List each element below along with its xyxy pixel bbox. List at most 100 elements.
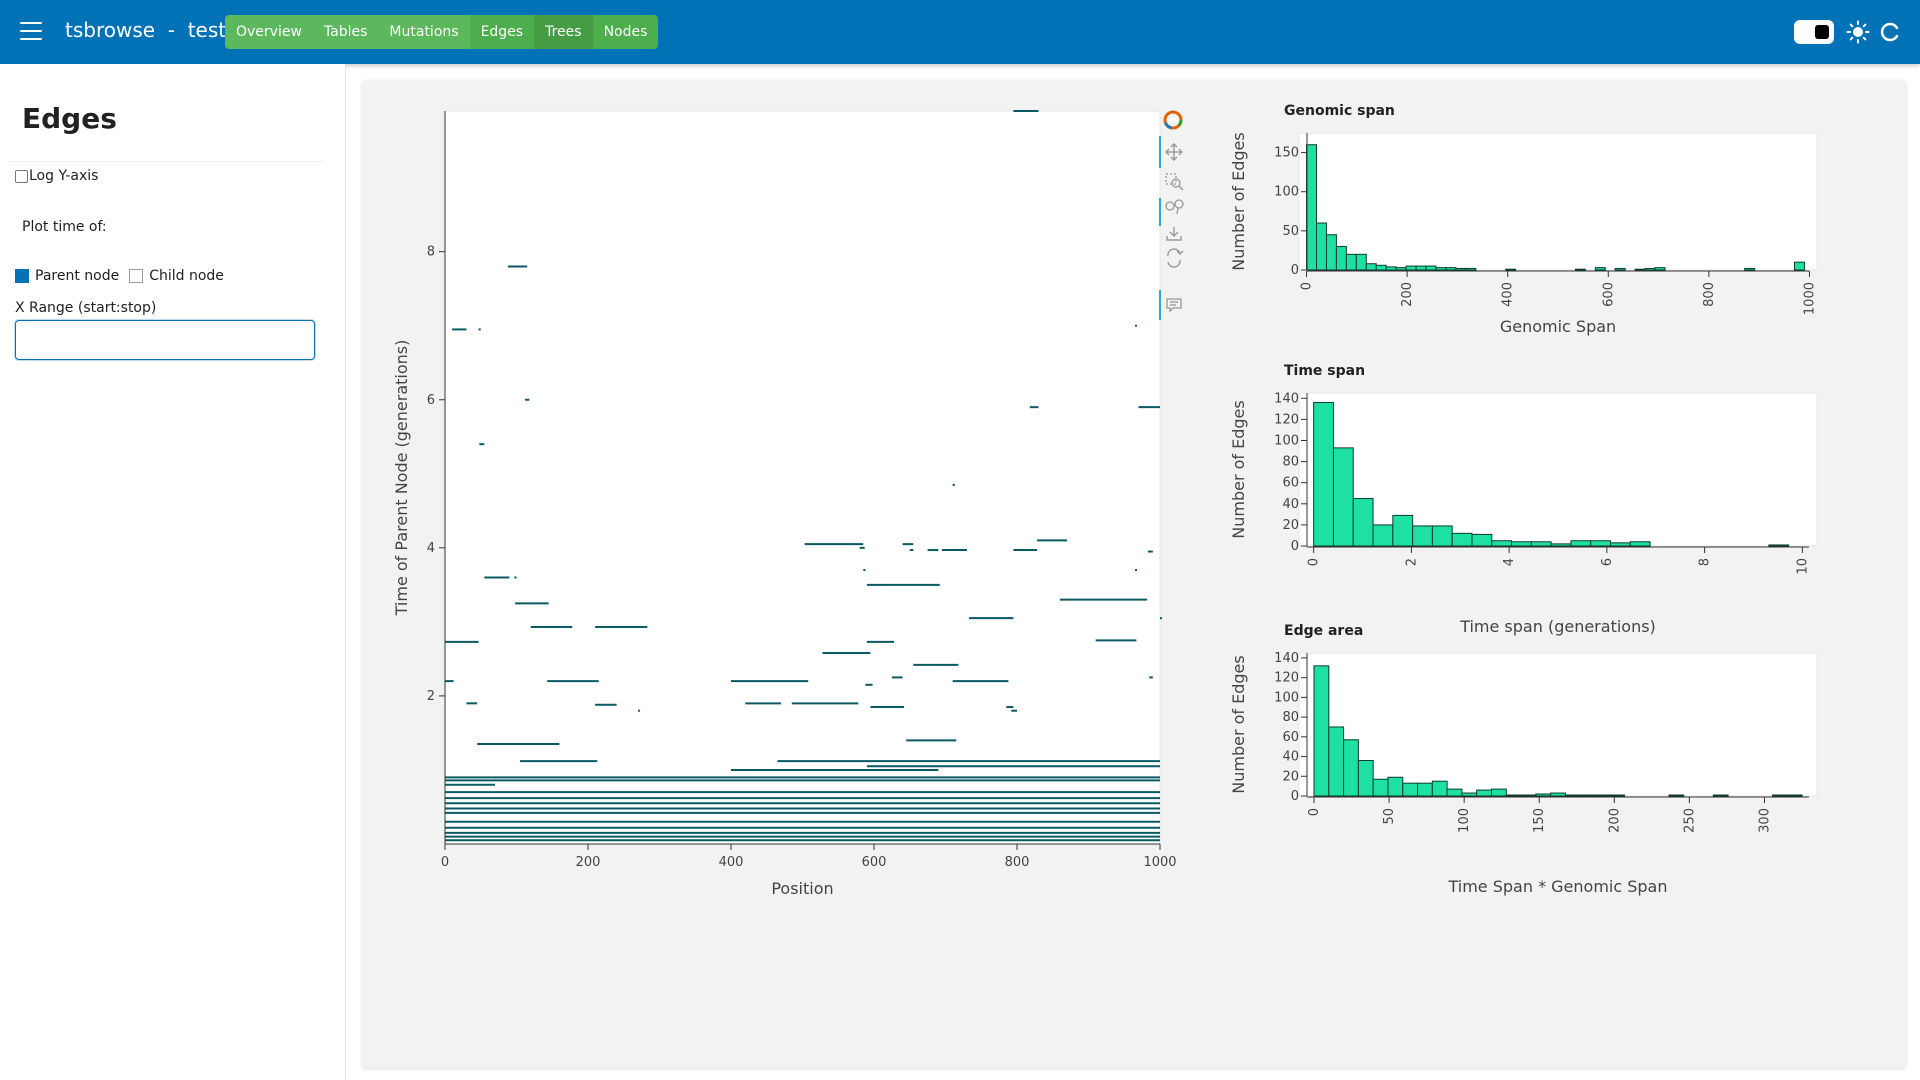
x-tick-label: 1000 xyxy=(1143,855,1176,870)
hist-x-axis-label: Time span (generations) xyxy=(1459,617,1656,636)
hist-y-tick-label: 120 xyxy=(1274,671,1299,686)
edge-area-histogram: Edge area 0 50 100 150 200 250 300 0 20 40 60 80 100 1… xyxy=(1229,623,1818,896)
hist-y-tick-label: 20 xyxy=(1282,769,1299,784)
hist-y-tick-label: 50 xyxy=(1282,224,1299,239)
sidebar-title: Edges xyxy=(22,102,117,135)
hist-x-tick-label: 0 xyxy=(1307,808,1322,816)
hist-x-tick-label: 400 xyxy=(1501,282,1516,307)
hist-y-axis-label: Number of Edges xyxy=(1229,400,1248,538)
histogram-bar xyxy=(1614,267,1626,271)
histogram-bar xyxy=(1375,264,1387,271)
hist-y-tick-label: 60 xyxy=(1282,730,1299,745)
app-title: tsbrowse - test xyxy=(65,18,226,42)
hist-y-tick-label: 100 xyxy=(1274,690,1299,705)
histogram-bar xyxy=(1712,794,1729,797)
histogram-bar xyxy=(1357,759,1374,797)
genomic-span-histogram: Genomic span 0 200 400 600 800 1000 0 50 100 150 Ge… xyxy=(1229,103,1818,336)
save-icon[interactable] xyxy=(1166,227,1182,241)
histogram-bar xyxy=(1332,447,1354,547)
histogram-bar xyxy=(1455,267,1467,271)
y-tick-label: 4 xyxy=(427,541,435,556)
x-tick-label: 0 xyxy=(441,855,449,870)
hist-y-axis-label: Number of Edges xyxy=(1229,132,1248,270)
histogram-bar xyxy=(1425,265,1437,271)
x-tick-label: 600 xyxy=(862,855,887,870)
hist-x-axis-label: Genomic Span xyxy=(1500,317,1616,336)
title-separator: - xyxy=(167,18,175,42)
histogram-bar xyxy=(1352,498,1374,547)
histogram-bar xyxy=(1594,794,1611,797)
histogram-bar xyxy=(1490,788,1507,797)
hist-y-tick-label: 100 xyxy=(1274,185,1299,200)
log-y-checkbox[interactable] xyxy=(15,169,28,183)
hist-y-tick-label: 120 xyxy=(1274,412,1299,427)
histogram-bar xyxy=(1395,267,1407,271)
hist-y-tick-label: 40 xyxy=(1282,750,1299,765)
hist-y-tick-label: 140 xyxy=(1274,391,1299,406)
reload-icon[interactable] xyxy=(1878,20,1902,44)
histogram-bar xyxy=(1491,540,1513,547)
nav-nodes[interactable]: Nodes xyxy=(592,15,659,49)
hist-x-tick-label: 600 xyxy=(1601,282,1616,307)
histogram-bar xyxy=(1365,263,1377,271)
plot-time-options: Parent node Child node xyxy=(15,268,224,284)
hist-x-tick-label: 200 xyxy=(1400,282,1415,307)
nav-tables[interactable]: Tables xyxy=(312,15,379,49)
histogram-title: Genomic span xyxy=(1284,103,1395,119)
sun-icon[interactable] xyxy=(1846,20,1870,44)
hist-x-tick-label: 300 xyxy=(1757,808,1772,833)
nav-trees[interactable]: Trees xyxy=(534,15,593,49)
nav-overview[interactable]: Overview xyxy=(225,15,313,49)
histogram-bar xyxy=(1446,788,1463,797)
histogram-bar xyxy=(1771,794,1788,797)
box-zoom-icon[interactable] xyxy=(1165,173,1184,191)
theme-toggle[interactable] xyxy=(1794,20,1834,44)
histogram-bar xyxy=(1610,542,1631,547)
nav-bar: Overview Tables Mutations Edges Trees No… xyxy=(225,15,659,49)
histogram-plot-area xyxy=(1298,132,1818,271)
hist-x-tick-label: 8 xyxy=(1698,558,1713,566)
histogram-bar xyxy=(1313,401,1334,547)
plot-time-label: Plot time of: xyxy=(22,219,107,235)
plot-toolbar xyxy=(1159,110,1184,320)
hist-y-tick-label: 0 xyxy=(1291,539,1299,554)
histogram-bar xyxy=(1412,525,1433,547)
app-header: tsbrowse - test Overview Tables Mutation… xyxy=(0,0,1920,64)
x-tick-label: 800 xyxy=(1005,855,1030,870)
x-tick-label: 400 xyxy=(719,855,744,870)
histogram-bar xyxy=(1402,782,1419,797)
histogram-bar xyxy=(1476,789,1492,797)
parent-node-toggle[interactable] xyxy=(15,269,29,283)
nav-mutations[interactable]: Mutations xyxy=(378,15,470,49)
histogram-bar xyxy=(1654,267,1666,271)
sidebar: Edges Log Y-axis Plot time of: Parent no… xyxy=(0,64,346,1080)
hist-y-tick-label: 40 xyxy=(1282,497,1299,512)
pan-icon[interactable] xyxy=(1165,143,1183,161)
histogram-bar xyxy=(1405,265,1417,271)
histogram-bar xyxy=(1505,794,1522,797)
xrange-input[interactable] xyxy=(15,320,315,360)
wheel-zoom-icon[interactable] xyxy=(1165,199,1184,215)
hist-x-tick-label: 0 xyxy=(1300,282,1315,290)
hist-x-tick-label: 10 xyxy=(1795,558,1810,575)
hover-icon[interactable] xyxy=(1166,298,1182,313)
reset-icon[interactable] xyxy=(1167,248,1184,268)
histogram-title: Time span xyxy=(1284,363,1365,379)
menu-icon[interactable] xyxy=(20,22,42,40)
histogram-bar xyxy=(1668,794,1685,797)
child-node-toggle[interactable] xyxy=(129,269,144,283)
nav-edges[interactable]: Edges xyxy=(469,15,535,49)
histogram-bar xyxy=(1471,533,1493,547)
y-axis-label: Time of Parent Node (generations) xyxy=(392,340,411,617)
hist-y-tick-label: 140 xyxy=(1274,651,1299,666)
histogram-bar xyxy=(1535,793,1552,797)
y-tick-label: 6 xyxy=(427,393,435,408)
histogram-bar xyxy=(1744,267,1756,271)
toggle-knob xyxy=(1815,25,1829,39)
histogram-bar xyxy=(1372,778,1389,797)
edges-plot-area[interactable] xyxy=(444,110,1161,845)
bokeh-logo-icon[interactable] xyxy=(1163,110,1183,130)
log-y-label: Log Y-axis xyxy=(29,168,99,184)
hist-x-tick-label: 4 xyxy=(1502,558,1517,566)
